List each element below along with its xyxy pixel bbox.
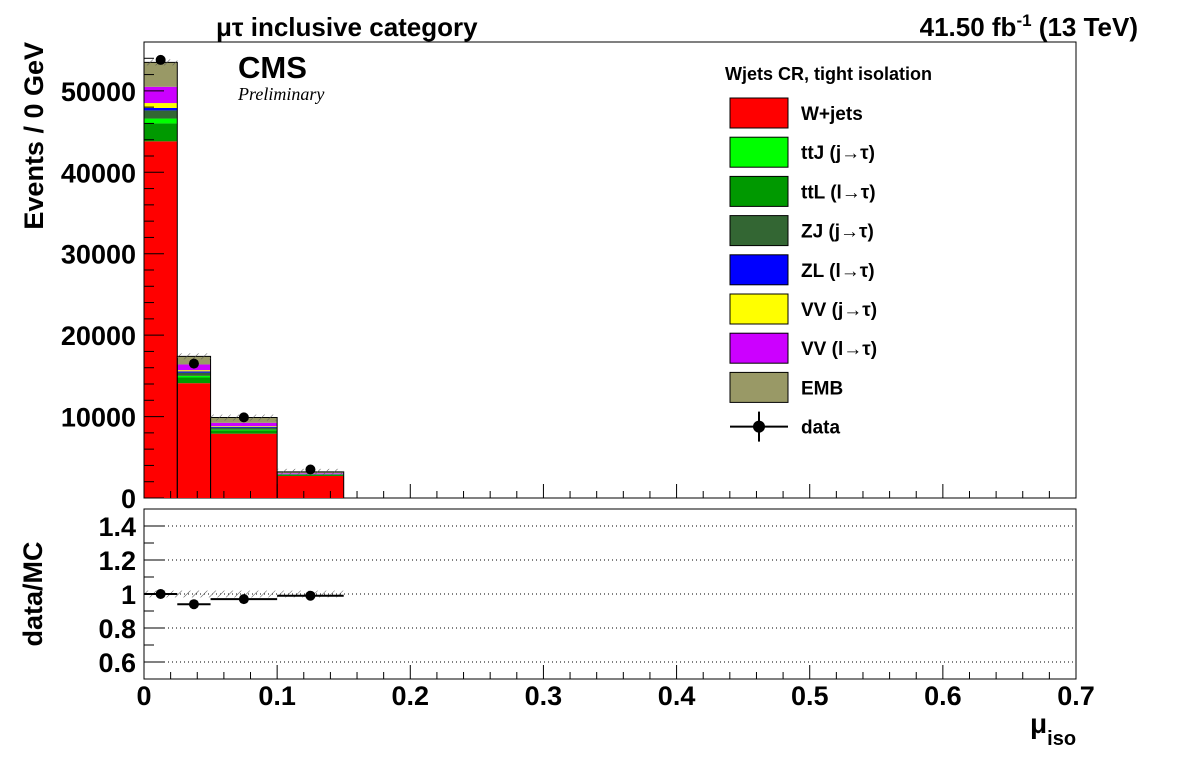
legend-label-vv-j: VV (j→τ)	[801, 300, 877, 321]
bar-zl-l-bin-1	[144, 107, 178, 111]
bar-vv-l-bin-1	[144, 86, 178, 104]
legend-swatch-ttj-j	[729, 136, 789, 168]
legend-entries: W+jets ttJ (j→τ) ttL (l→τ) ZJ (j→τ) ZL (l→τ)…	[729, 97, 877, 442]
bar-ttl-l-bin-3	[210, 430, 278, 434]
bar-ttl-l-bin-1	[144, 123, 178, 142]
bar-ttj-j-bin-1	[144, 118, 178, 124]
legend-label-zj-j: ZJ (j→τ)	[801, 222, 874, 243]
bar-zj-j-bin-2	[177, 372, 211, 376]
upper-x-ticks	[143, 484, 1077, 498]
upper-y-tick-label-5: 50000	[61, 77, 136, 107]
bar-vv-j-bin-3	[210, 426, 278, 427]
bar-ttl-l-bin-4	[277, 475, 344, 477]
ratio-point-4	[305, 590, 316, 601]
data-points	[155, 54, 316, 475]
x-tick-label-7: 0.7	[1057, 681, 1095, 711]
lumi-unit-exponent: -1	[1016, 11, 1031, 30]
legend-swatch-w-jets	[729, 97, 789, 129]
bar-zl-l-bin-3	[210, 426, 278, 428]
x-tick-label-6: 0.6	[924, 681, 962, 711]
data-point-1	[155, 54, 166, 65]
upper-panel: 0 10000 20000 30000 40000 50000 Events / 0 Ge…	[19, 41, 1077, 514]
bar-vv-l-bin-3	[210, 422, 278, 427]
bar-w-jets-bin-3	[210, 433, 278, 498]
status-label: Preliminary	[237, 84, 324, 104]
legend-marker-data	[753, 420, 765, 433]
x-axis-label: μiso	[1030, 708, 1076, 750]
stacked-bars	[143, 61, 345, 499]
legend-label-ttl-l: ttL (l→τ)	[801, 182, 876, 203]
ratio-points	[144, 589, 344, 610]
chart-title: μτ inclusive category	[216, 12, 478, 42]
bar-vv-j-bin-1	[144, 103, 178, 108]
upper-y-tick-label-1: 10000	[61, 403, 136, 433]
upper-y-tick-label-0: 0	[121, 484, 136, 514]
legend-label-emb: EMB	[801, 378, 843, 399]
legend-swatch-emb	[729, 371, 789, 403]
x-tick-label-3: 0.3	[525, 681, 563, 711]
lumi-value: 41.50 fb	[920, 12, 1017, 42]
experiment-label: CMS	[238, 50, 307, 85]
data-point-4	[305, 464, 316, 475]
legend: Wjets CR, tight isolation W+jets ttJ (j→τ…	[725, 64, 932, 442]
x-axis: 0 0.1 0.2 0.3 0.4 0.5 0.6 0.7	[136, 665, 1095, 711]
legend-label-vv-l: VV (l→τ)	[801, 339, 877, 360]
lower-y-tick-label-0: 0.6	[98, 648, 136, 678]
lower-y-tick-label-2: 1	[121, 580, 136, 610]
ratio-point-3	[238, 594, 249, 605]
ratio-point-2	[188, 599, 199, 610]
ratio-gridlines	[144, 525, 1076, 663]
ratio-uncertainty-bin-3	[210, 590, 278, 598]
legend-label-data: data	[801, 418, 841, 439]
data-point-3	[238, 412, 249, 423]
bar-w-jets-bin-2	[177, 383, 211, 498]
lower-y-tick-label-1: 0.8	[98, 614, 136, 644]
x-tick-label-5: 0.5	[791, 681, 829, 711]
bar-ttj-j-bin-3	[210, 429, 278, 431]
upper-y-axis: 0 10000 20000 30000 40000 50000	[61, 41, 164, 514]
bar-zl-l-bin-2	[177, 371, 211, 373]
lower-y-tick-label-4: 1.4	[98, 512, 136, 542]
x-axis-label-main: μ	[1030, 708, 1047, 739]
legend-swatch-ttl-l	[729, 175, 789, 207]
upper-plot-frame	[143, 41, 1077, 499]
lumi-label: 41.50 fb-1 (13 TeV)	[920, 11, 1138, 42]
x-tick-label-4: 0.4	[658, 681, 696, 711]
legend-title: Wjets CR, tight isolation	[725, 64, 932, 84]
bar-zj-j-bin-1	[144, 110, 178, 119]
legend-swatch-zl-l	[729, 254, 789, 286]
bar-ttj-j-bin-2	[177, 375, 211, 378]
bar-vv-j-bin-2	[177, 370, 211, 372]
legend-label-zl-l: ZL (l→τ)	[801, 261, 875, 282]
upper-y-tick-label-3: 30000	[61, 240, 136, 270]
x-tick-label-0: 0	[136, 681, 151, 711]
lower-panel: 0.6 0.8 1 1.2 1.4 0 0.1 0.2 0.3 0.4 0.5 0.6 0.7 dat…	[18, 508, 1095, 711]
legend-swatch-vv-j	[729, 293, 789, 325]
ratio-uncertainty-bin-2	[177, 590, 211, 598]
x-tick-label-1: 0.1	[258, 681, 296, 711]
x-tick-label-2: 0.2	[392, 681, 430, 711]
bar-w-jets-bin-1	[144, 141, 178, 499]
uncertainty-band-bin-2	[177, 353, 211, 360]
bar-ttl-l-bin-2	[177, 377, 211, 384]
ratio-point-1	[155, 589, 166, 599]
legend-swatch-vv-l	[729, 332, 789, 364]
bar-w-jets-bin-4	[277, 476, 344, 498]
data-point-2	[188, 358, 199, 369]
energy-label: (13 TeV)	[1032, 12, 1138, 42]
legend-label-w-jets: W+jets	[801, 104, 863, 125]
upper-y-tick-label-4: 40000	[61, 158, 136, 188]
lower-y-axis-label: data/MC	[18, 541, 48, 646]
bar-zj-j-bin-3	[210, 427, 278, 430]
upper-y-tick-label-2: 20000	[61, 321, 136, 351]
x-axis-label-sub: iso	[1047, 728, 1076, 750]
legend-label-ttj-j: ttJ (j→τ)	[801, 143, 875, 164]
lower-y-tick-label-3: 1.2	[98, 546, 136, 576]
legend-swatch-zj-j	[729, 215, 789, 247]
upper-y-axis-label: Events / 0 GeV	[19, 42, 49, 230]
